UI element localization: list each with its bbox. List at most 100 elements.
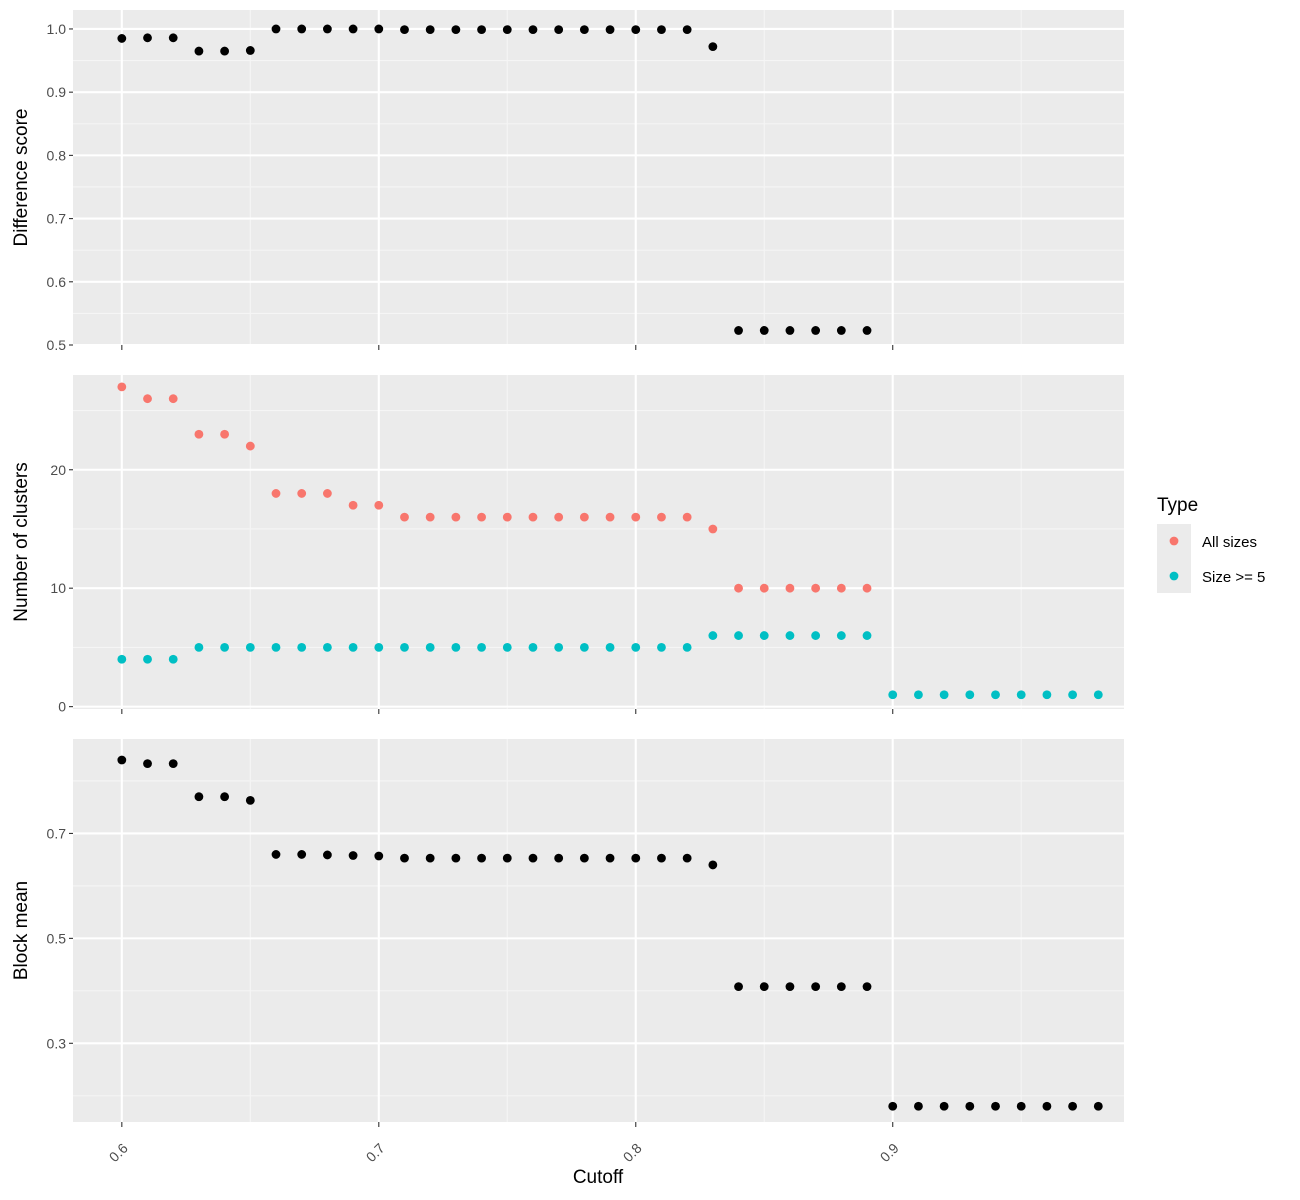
- data-point: [451, 853, 461, 863]
- data-point: [785, 631, 795, 640]
- data-point: [502, 25, 512, 34]
- y-tick-label: 0.5: [47, 930, 67, 946]
- data-point: [759, 982, 769, 992]
- data-point: [682, 853, 692, 863]
- data-point: [400, 853, 409, 863]
- legend: Type All sizes Size >= 5: [1157, 495, 1265, 593]
- x-tick-label: 0.6: [106, 1140, 131, 1165]
- data-point: [708, 631, 718, 640]
- data-point: [657, 25, 666, 34]
- data-point: [502, 853, 512, 863]
- data-point: [168, 759, 178, 769]
- data-point: [143, 759, 152, 769]
- data-point: [245, 795, 255, 805]
- data-point: [862, 982, 872, 992]
- data-point: [271, 24, 281, 34]
- legend-key-background: [1157, 524, 1191, 593]
- data-point: [862, 631, 872, 640]
- data-point: [477, 853, 486, 863]
- data-point: [348, 851, 358, 860]
- data-point: [862, 326, 872, 335]
- x-tick-label: 0.9: [877, 1140, 902, 1165]
- data-point: [477, 512, 486, 522]
- data-point: [143, 33, 152, 43]
- data-point: [836, 631, 846, 640]
- data-point: [759, 583, 769, 593]
- data-point: [271, 850, 281, 859]
- data-point: [836, 982, 846, 992]
- data-point: [605, 25, 615, 34]
- data-point: [117, 382, 127, 392]
- y-tick-label: 10: [50, 580, 66, 596]
- data-point: [785, 982, 795, 992]
- data-point: [657, 512, 666, 522]
- data-point: [477, 25, 486, 34]
- legend-label-size-ge-5: Size >= 5: [1202, 569, 1265, 586]
- panels: 0.5 0.6 0.7 0.8 0.9 1.0 Difference score 0 10 20 N…: [11, 10, 1124, 1165]
- data-point: [168, 394, 178, 404]
- data-point: [811, 982, 821, 992]
- data-point: [374, 643, 384, 652]
- data-point: [862, 583, 872, 593]
- data-point: [554, 512, 564, 522]
- data-point: [322, 489, 332, 498]
- data-point: [117, 34, 127, 43]
- data-point: [425, 853, 435, 863]
- data-point: [734, 326, 743, 335]
- data-point: [425, 25, 435, 34]
- data-point: [451, 643, 461, 652]
- panel-2: 0 10 20 Number of clusters: [11, 375, 1124, 715]
- data-point: [605, 853, 615, 863]
- panel-3: 0.3 0.5 0.7 0.6 0.7 0.8 0.9 Block mean: [11, 739, 1124, 1165]
- data-point: [554, 853, 564, 863]
- data-point: [914, 690, 923, 700]
- y-axis-title: Block mean: [11, 881, 32, 980]
- data-point: [888, 690, 898, 700]
- data-point: [374, 24, 384, 34]
- data-point: [194, 429, 204, 439]
- data-point: [220, 429, 230, 439]
- y-tick-label: 1.0: [47, 21, 67, 37]
- data-point: [811, 631, 821, 640]
- data-point: [220, 643, 230, 652]
- data-point: [117, 755, 127, 765]
- data-point: [554, 643, 564, 652]
- y-tick-label: 0.9: [47, 84, 67, 100]
- data-point: [322, 643, 332, 652]
- x-tick-label: 0.7: [363, 1140, 388, 1165]
- data-point: [708, 524, 718, 534]
- y-tick-label: 0.7: [47, 825, 67, 841]
- panel-background: [73, 10, 1124, 345]
- data-point: [579, 512, 589, 522]
- data-point: [297, 643, 307, 652]
- data-point: [965, 690, 975, 700]
- data-point: [888, 1101, 898, 1111]
- data-point: [991, 690, 1000, 700]
- data-point: [502, 643, 512, 652]
- legend-label-all-sizes: All sizes: [1202, 534, 1257, 551]
- data-point: [1016, 690, 1026, 700]
- data-point: [451, 512, 461, 522]
- data-point: [811, 326, 821, 335]
- data-point: [657, 853, 666, 863]
- data-point: [759, 631, 769, 640]
- data-point: [117, 654, 127, 664]
- data-point: [245, 441, 255, 451]
- data-point: [168, 654, 178, 664]
- data-point: [836, 326, 846, 335]
- data-point: [220, 46, 230, 56]
- data-point: [785, 583, 795, 593]
- data-point: [322, 850, 332, 860]
- data-point: [271, 643, 281, 652]
- data-point: [631, 643, 641, 652]
- data-point: [1016, 1101, 1026, 1111]
- data-point: [168, 33, 178, 43]
- data-point: [374, 500, 384, 510]
- legend-title: Type: [1157, 495, 1198, 516]
- data-point: [579, 25, 589, 34]
- panel-1: 0.5 0.6 0.7 0.8 0.9 1.0 Difference score: [11, 10, 1124, 353]
- data-point: [528, 512, 538, 522]
- panel-background: [73, 739, 1124, 1122]
- data-point: [682, 643, 692, 652]
